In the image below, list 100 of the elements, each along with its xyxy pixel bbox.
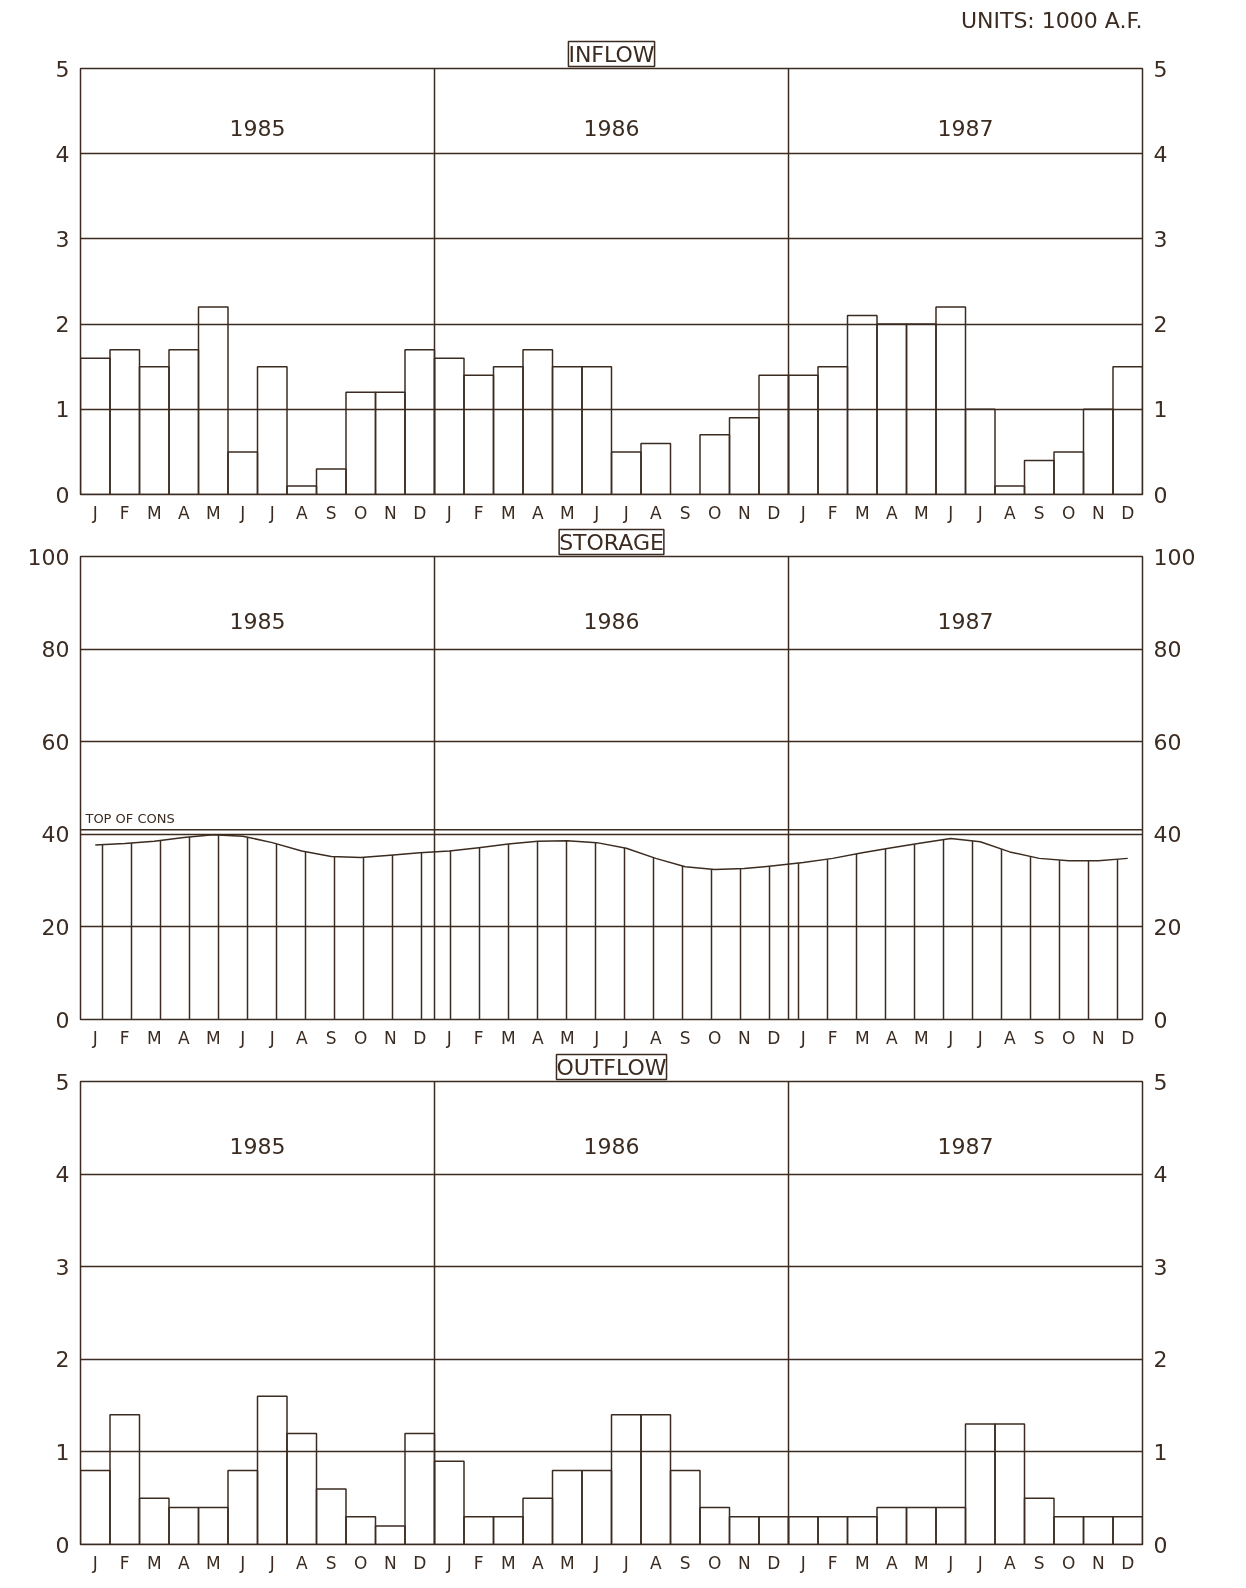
- x-tick-label: O: [708, 502, 722, 523]
- x-tick-label: N: [383, 502, 397, 523]
- x-tick-label: J: [799, 1552, 806, 1573]
- x-tick-label: J: [799, 502, 806, 523]
- annotation: 1986: [583, 116, 640, 142]
- x-tick-label: D: [767, 502, 781, 523]
- y-tick-label: 0: [55, 1007, 70, 1033]
- x-tick-label: J: [622, 1552, 629, 1573]
- annotation: 1985: [229, 609, 286, 635]
- x-tick-label: D: [413, 1027, 427, 1048]
- x-tick-label: S: [325, 502, 337, 523]
- x-tick-label: J: [947, 1552, 954, 1573]
- x-tick-label: J: [593, 1552, 600, 1573]
- x-tick-label: M: [146, 502, 162, 523]
- x-tick-label: M: [559, 502, 575, 523]
- x-tick-label: J: [239, 502, 246, 523]
- chart-title: STORAGE: [559, 529, 664, 555]
- y-tick-label: 40: [41, 822, 70, 848]
- x-tick-label: M: [854, 1027, 870, 1048]
- y2-tick-label: 0: [1153, 482, 1168, 508]
- x-tick-label: A: [531, 502, 544, 523]
- x-tick-label: A: [1003, 502, 1016, 523]
- x-tick-label: A: [1003, 1552, 1016, 1573]
- annotation: 1985: [229, 1134, 286, 1160]
- x-tick-label: M: [854, 1552, 870, 1573]
- x-tick-label: N: [737, 1027, 751, 1048]
- y2-tick-label: 5: [1153, 56, 1168, 82]
- x-tick-label: J: [91, 1552, 98, 1573]
- x-tick-label: S: [325, 1552, 337, 1573]
- y-tick-label: 0: [55, 482, 70, 508]
- annotation: 1986: [583, 609, 640, 635]
- x-tick-label: D: [1121, 502, 1135, 523]
- x-tick-label: J: [445, 502, 452, 523]
- x-tick-label: A: [885, 1552, 898, 1573]
- x-tick-label: D: [413, 1552, 427, 1573]
- x-tick-label: A: [885, 502, 898, 523]
- annotation: 1987: [937, 609, 994, 635]
- x-tick-label: S: [679, 502, 691, 523]
- x-tick-label: J: [622, 1027, 629, 1048]
- x-tick-label: J: [445, 1027, 452, 1048]
- x-tick-label: M: [559, 1027, 575, 1048]
- y2-tick-label: 60: [1153, 729, 1182, 755]
- x-tick-label: J: [799, 1027, 806, 1048]
- x-tick-label: S: [1033, 1552, 1045, 1573]
- chart-title: OUTFLOW: [556, 1054, 667, 1080]
- x-tick-label: A: [295, 1027, 308, 1048]
- x-tick-label: O: [708, 1027, 722, 1048]
- y-tick-label: 5: [55, 1069, 70, 1095]
- chart-title: INFLOW: [568, 41, 655, 67]
- x-tick-label: M: [205, 502, 221, 523]
- x-tick-label: A: [531, 1552, 544, 1573]
- y-tick-label: 0: [55, 1532, 70, 1558]
- y-tick-label: 4: [55, 141, 70, 167]
- x-tick-label: J: [947, 1027, 954, 1048]
- annotation: 1987: [937, 116, 994, 142]
- y-tick-label: 20: [41, 914, 70, 940]
- x-tick-label: N: [383, 1027, 397, 1048]
- y-tick-label: 4: [55, 1162, 70, 1188]
- x-tick-label: F: [827, 1027, 838, 1048]
- x-tick-label: J: [268, 1027, 275, 1048]
- x-tick-label: M: [500, 1552, 516, 1573]
- y-tick-label: 60: [41, 729, 70, 755]
- x-tick-label: J: [91, 1027, 98, 1048]
- x-tick-label: F: [473, 1027, 484, 1048]
- x-tick-label: N: [383, 1552, 397, 1573]
- x-tick-label: A: [295, 1552, 308, 1573]
- y-tick-label: 3: [55, 1254, 70, 1280]
- x-tick-label: A: [295, 502, 308, 523]
- y2-tick-label: 1: [1153, 397, 1168, 423]
- y2-tick-label: 5: [1153, 1069, 1168, 1095]
- ref-line-label: TOP OF CONS: [84, 810, 175, 826]
- x-tick-label: O: [354, 1552, 368, 1573]
- x-tick-label: F: [827, 502, 838, 523]
- x-tick-label: N: [1091, 1552, 1105, 1573]
- x-tick-label: F: [119, 1552, 130, 1573]
- y2-tick-label: 2: [1153, 312, 1168, 338]
- x-tick-label: S: [1033, 1027, 1045, 1048]
- annotation: 1987: [937, 1134, 994, 1160]
- x-tick-label: D: [767, 1552, 781, 1573]
- x-tick-label: J: [91, 502, 98, 523]
- y2-tick-label: 80: [1153, 637, 1182, 663]
- y-tick-label: 2: [55, 1347, 70, 1373]
- x-tick-label: M: [559, 1552, 575, 1573]
- x-tick-label: M: [500, 1027, 516, 1048]
- x-tick-label: J: [239, 1552, 246, 1573]
- x-tick-label: A: [177, 502, 190, 523]
- x-tick-label: O: [354, 502, 368, 523]
- x-tick-label: M: [146, 1027, 162, 1048]
- x-tick-label: J: [976, 502, 983, 523]
- x-tick-label: A: [177, 1027, 190, 1048]
- x-tick-label: S: [325, 1027, 337, 1048]
- x-tick-label: A: [649, 502, 662, 523]
- x-tick-label: F: [473, 1552, 484, 1573]
- y2-tick-label: 4: [1153, 141, 1168, 167]
- x-tick-label: J: [947, 502, 954, 523]
- x-tick-label: M: [913, 1552, 929, 1573]
- x-tick-label: D: [1121, 1552, 1135, 1573]
- y2-tick-label: 4: [1153, 1162, 1168, 1188]
- annotation: 1985: [229, 116, 286, 142]
- x-tick-label: A: [649, 1552, 662, 1573]
